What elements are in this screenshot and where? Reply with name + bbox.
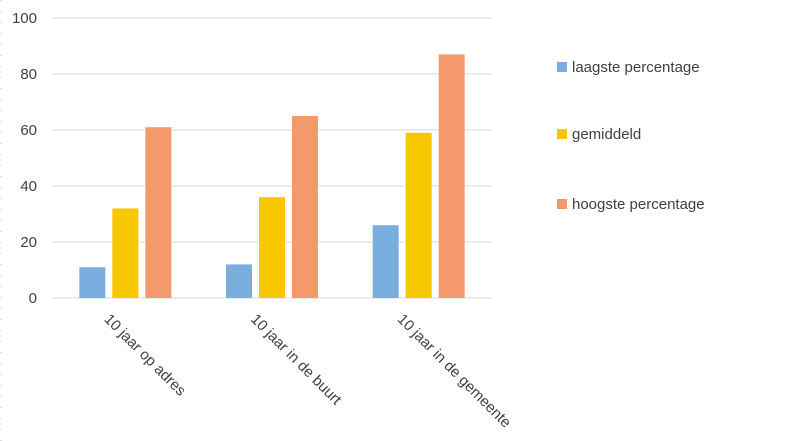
legend-swatch [557, 129, 567, 139]
bar-2-1 [112, 208, 139, 298]
x-category-label: 10 jaar in de buurt [247, 311, 345, 409]
y-tick-label: 60 [20, 122, 37, 139]
bars [79, 54, 465, 299]
x-axis-categories: 10 jaar op adres 10 jaar in de buurt 10 ja… [101, 311, 515, 432]
bar-2-2 [259, 197, 285, 298]
bar-1-1 [79, 267, 106, 298]
bar-3-2 [292, 116, 318, 298]
x-category-label: 10 jaar in de gemeente [394, 311, 515, 432]
bar-1-3 [372, 225, 399, 298]
y-tick-label: 40 [20, 178, 37, 195]
bar-3-3 [438, 54, 465, 299]
legend: laagste percentage gemiddeld hoogste perce… [557, 59, 705, 213]
bar-3-1 [145, 127, 172, 298]
y-tick-label: 100 [12, 10, 37, 27]
legend-label: hoogste percentage [572, 196, 705, 213]
x-category-label: 10 jaar op adres [101, 311, 190, 400]
bar-1-2 [226, 264, 252, 298]
legend-label: laagste percentage [572, 59, 700, 76]
y-tick-label: 20 [20, 234, 37, 251]
y-axis-ticks: 0 20 40 60 80 100 [12, 10, 37, 307]
legend-label: gemiddeld [572, 126, 641, 143]
legend-swatch [557, 62, 567, 72]
legend-swatch [557, 199, 567, 209]
bar-2-3 [405, 132, 432, 298]
y-tick-label: 80 [20, 66, 37, 83]
y-tick-label: 0 [29, 290, 37, 307]
